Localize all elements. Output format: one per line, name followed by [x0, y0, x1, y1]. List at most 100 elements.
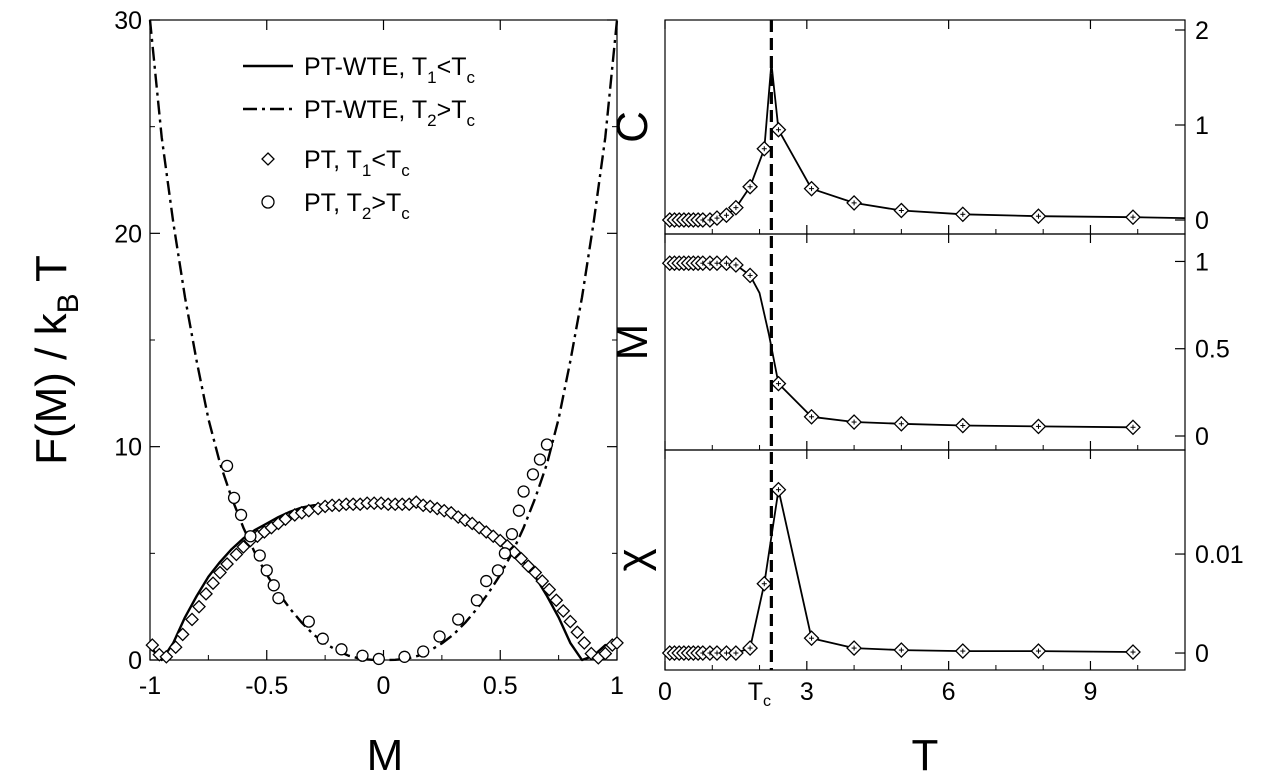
legend-entry-solid: PT-WTE, T1<Tc — [243, 53, 476, 87]
circle-marker — [302, 615, 315, 628]
diamond-marker — [236, 540, 251, 554]
right-x-tick-label: 9 — [1084, 678, 1098, 706]
circle-marker — [417, 645, 430, 658]
diamond-marker — [514, 551, 529, 566]
circle-marker — [526, 468, 540, 481]
left-y-axis-label: F(M) / kB T — [27, 255, 85, 465]
c-axis-label: C — [608, 111, 657, 143]
circle-marker — [316, 632, 329, 645]
diamond-marker — [610, 636, 624, 650]
diamond-marker — [577, 636, 592, 650]
svg-text:PT-WTE, T1<Tc: PT-WTE, T1<Tc — [304, 53, 476, 87]
diamond-marker — [570, 625, 585, 640]
c-y-tick-label: 1 — [1195, 112, 1209, 140]
left-x-tick-label: -0.5 — [245, 672, 288, 700]
chi-plot-frame — [664, 449, 1186, 671]
c-y-tick-label: 2 — [1195, 17, 1209, 45]
left-y-tick-label: 10 — [114, 434, 142, 462]
diamond-marker — [528, 565, 543, 580]
diamond-marker — [175, 627, 190, 642]
m-y-tick-label: 0 — [1195, 423, 1209, 451]
right-x-tick-label: 6 — [942, 678, 956, 706]
circle-marker — [335, 643, 348, 656]
diamond-marker — [437, 503, 452, 518]
circle-marker — [234, 508, 248, 522]
right-x-tick-label: 0 — [658, 678, 672, 706]
circle-marker — [517, 485, 530, 498]
circle-marker — [253, 549, 266, 562]
circle-marker — [267, 579, 280, 592]
circle-marker — [470, 594, 484, 607]
legend-entry-diamond: PT, T1<Tc — [261, 146, 410, 180]
left-y-tick-label: 0 — [128, 647, 142, 675]
diamond-marker — [507, 545, 522, 560]
circle-marker — [398, 650, 411, 663]
left-x-tick-label: 0 — [377, 672, 391, 700]
circle-marker — [480, 574, 493, 588]
svg-text:PT, T1<Tc: PT, T1<Tc — [304, 146, 410, 180]
m-curve — [669, 262, 1134, 429]
circle-marker — [244, 530, 257, 543]
m-y-tick-label: 1 — [1195, 248, 1209, 276]
circle-marker — [540, 438, 554, 451]
diamond-marker — [145, 638, 160, 652]
left-x-tick-label: 1 — [610, 672, 624, 700]
legend: PT-WTE, T1<Tc PT-WTE, T2>Tc PT, T1<Tc PT… — [243, 53, 476, 223]
diamond-marker — [159, 649, 174, 664]
c-curve — [669, 62, 1186, 221]
circle-marker — [452, 613, 465, 626]
diamond-marker — [556, 604, 571, 618]
diamond-marker — [229, 547, 244, 562]
diamond-marker — [535, 574, 550, 588]
chi-curve — [669, 488, 1134, 654]
circle-marker — [227, 491, 241, 505]
diamond-marker — [423, 499, 438, 514]
right-x-tick-label: 3 — [800, 678, 814, 706]
circle-marker — [533, 453, 547, 466]
diamond-marker — [278, 512, 293, 527]
diamond-marker — [542, 582, 557, 597]
diamond-marker — [521, 559, 536, 574]
circle-marker — [512, 504, 526, 517]
diamond-marker — [213, 565, 227, 580]
diamond-marker — [563, 614, 578, 629]
chi-y-tick-label: 0.01 — [1195, 541, 1244, 569]
legend-entry-circle: PT, T2>Tc — [261, 189, 410, 223]
circle-marker — [260, 564, 273, 577]
circle-marker — [220, 459, 234, 473]
left-y-tick-label: 20 — [114, 220, 142, 248]
circle-marker — [433, 630, 446, 643]
circle-marker — [505, 527, 519, 541]
svg-text:PT-WTE, T2>Tc: PT-WTE, T2>Tc — [304, 96, 476, 130]
c-y-tick-label: 0 — [1195, 207, 1209, 235]
diamond-marker — [192, 599, 206, 614]
circle-marker — [491, 564, 505, 577]
c-plot-frame — [664, 19, 1186, 235]
legend-entry-dashdot: PT-WTE, T2>Tc — [243, 96, 476, 130]
right-x-axis-label: T — [912, 731, 939, 776]
m-plot-frame — [664, 233, 1186, 451]
chi-axis-label: χ — [608, 548, 657, 571]
diamond-marker — [549, 593, 564, 608]
circle-marker — [356, 649, 369, 662]
m-y-tick-label: 0.5 — [1195, 336, 1230, 364]
diamond-marker — [598, 646, 613, 661]
circle-marker — [372, 652, 385, 666]
tc-tick-label: Tc — [748, 678, 771, 710]
m-axis-label: M — [608, 324, 657, 361]
diamond-marker — [220, 557, 234, 571]
left-x-axis-label: M — [367, 731, 404, 776]
left-x-tick-label: -1 — [139, 672, 161, 700]
circle-marker — [272, 591, 285, 605]
chi-y-tick-label: 0 — [1195, 640, 1209, 668]
diamond-marker — [206, 576, 220, 591]
circle-marker — [498, 547, 512, 560]
diamond-marker — [185, 612, 199, 627]
diamond-marker — [199, 586, 213, 601]
left-y-tick-label: 30 — [114, 7, 142, 35]
thermo-panels: 0 1 2 0 0.5 1 0 0.01 0 3 6 9 C M χ T Tc — [608, 17, 1244, 776]
svg-text:PT, T2>Tc: PT, T2>Tc — [304, 189, 410, 223]
left-x-tick-label: 0.5 — [483, 672, 518, 700]
